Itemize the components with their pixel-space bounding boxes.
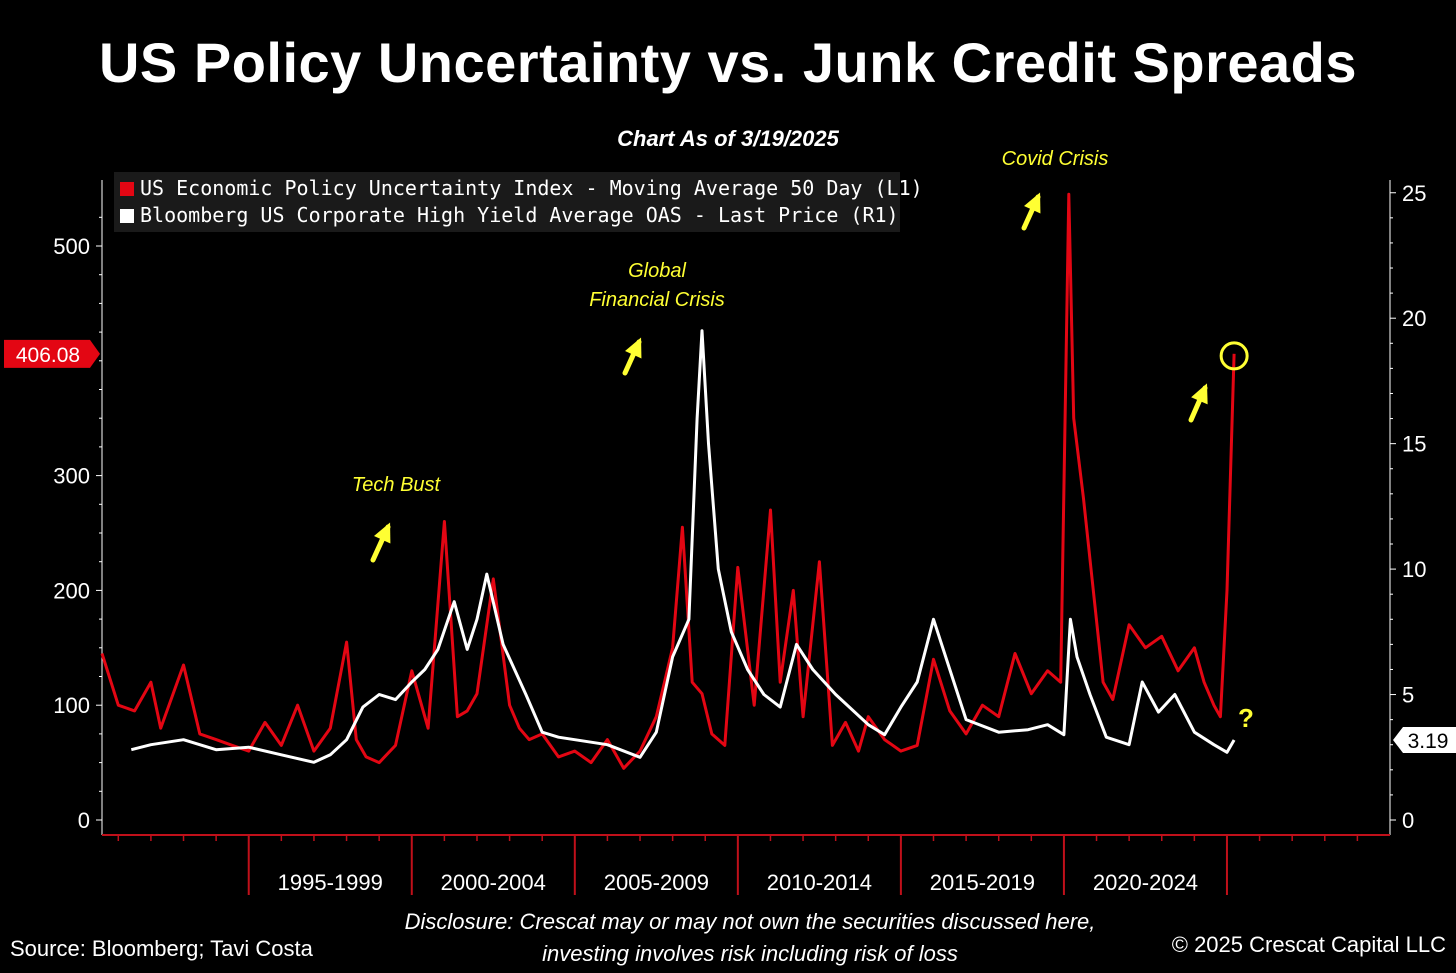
- x-axis-tick-label: 2015-2019: [930, 870, 1035, 895]
- arrow-head: [374, 522, 391, 544]
- arrows: [370, 192, 1249, 563]
- copyright: © 2025 Crescat Capital LLC: [1171, 932, 1446, 957]
- series: 406.08 3.19: [4, 192, 1456, 770]
- legend-swatch-red: [120, 182, 134, 196]
- gfc-arrow: [622, 337, 642, 376]
- question-mark-label: ?: [1238, 703, 1254, 733]
- legend-label-uncertainty: US Economic Policy Uncertainty Index - M…: [140, 176, 923, 200]
- current-highlight-circle: [1219, 341, 1249, 371]
- tech-bust-label: Tech Bust: [352, 474, 442, 496]
- x-axis-tick-label: 2005-2009: [604, 870, 709, 895]
- left-axis-tick-label: 500: [53, 234, 90, 259]
- left-last-value-label: 406.08: [16, 344, 80, 367]
- legend-label-high-yield: Bloomberg US Corporate High Yield Averag…: [140, 203, 899, 227]
- legend-swatch-white: [120, 209, 134, 223]
- arrow-head: [1191, 383, 1208, 405]
- gfc-label-line1: Global: [628, 260, 686, 282]
- chart-subtitle: Chart As of 3/19/2025: [617, 126, 839, 151]
- current-arrow: [1188, 383, 1208, 423]
- left-axis-tick-label: 100: [53, 693, 90, 718]
- covid-crisis-label: Covid Crisis: [1002, 148, 1109, 170]
- axes: 0 100 200 300 500 0 5 10 15 20 25 1995-1999 2000-200…: [53, 180, 1426, 895]
- arrow-head: [625, 337, 642, 359]
- arrow-head: [1024, 192, 1041, 214]
- left-axis-tick-label: 0: [78, 808, 90, 833]
- x-axis-tick-label: 2010-2014: [767, 870, 872, 895]
- right-axis-tick-label: 15: [1402, 432, 1426, 457]
- right-axis-tick-label: 25: [1402, 181, 1426, 206]
- right-axis-tick-label: 10: [1402, 557, 1426, 582]
- right-last-value-badge: [1393, 726, 1456, 753]
- tech-bust-arrow: [370, 522, 391, 563]
- left-axis-tick-label: 200: [53, 578, 90, 603]
- disclosure: Disclosure: Crescat may or may not own t…: [300, 906, 1200, 970]
- uncertainty-index-line: [100, 192, 1236, 770]
- legend-entry-uncertainty: US Economic Policy Uncertainty Index - M…: [120, 175, 923, 201]
- right-last-value-label: 3.19: [1408, 730, 1449, 753]
- right-axis-tick-label: 20: [1402, 306, 1426, 331]
- x-axis-tick-label: 1995-1999: [278, 870, 383, 895]
- right-axis-tick-label: 5: [1402, 683, 1414, 708]
- covid-arrow: [1021, 192, 1041, 231]
- legend: US Economic Policy Uncertainty Index - M…: [114, 172, 923, 232]
- x-axis-tick-label: 2020-2024: [1093, 870, 1198, 895]
- left-axis-tick-label: 300: [53, 464, 90, 489]
- gfc-label-line2: Financial Crisis: [589, 289, 725, 311]
- chart-title: US Policy Uncertainty vs. Junk Credit Sp…: [98, 31, 1358, 94]
- disclosure-line2: investing involves risk including risk o…: [542, 941, 958, 966]
- left-last-value-badge: [4, 339, 100, 368]
- annotations: Tech Bust Global Financial Crisis Covid …: [352, 148, 1254, 733]
- x-axis-tick-label: 2000-2004: [441, 870, 546, 895]
- high-yield-oas-line: [130, 329, 1236, 764]
- disclosure-line1: Disclosure: Crescat may or may not own t…: [404, 909, 1096, 934]
- legend-entry-high-yield: Bloomberg US Corporate High Yield Averag…: [120, 202, 899, 228]
- right-axis-tick-label: 0: [1402, 808, 1414, 833]
- source-note: Source: Bloomberg; Tavi Costa: [10, 936, 313, 961]
